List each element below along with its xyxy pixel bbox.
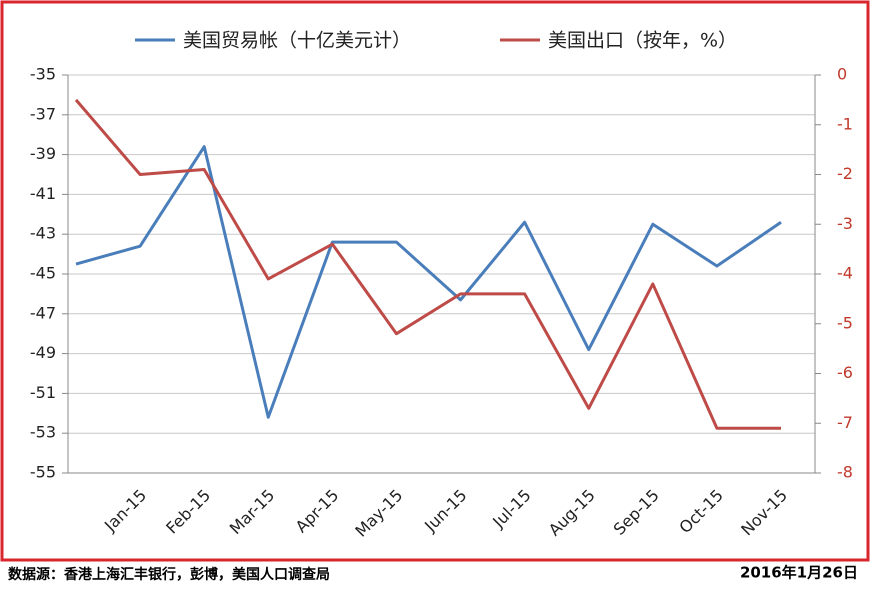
- x-tick-label: Sep-15: [610, 486, 663, 539]
- x-tick-label: Feb-15: [162, 486, 214, 538]
- y-tick-label: -55: [30, 463, 56, 482]
- y2-tick-label: -6: [837, 363, 853, 382]
- y-tick-label: -39: [30, 144, 56, 163]
- source: 数据源：香港上海汇丰银行，彭博，美国人口调查局: [8, 566, 330, 583]
- y-tick-label: -37: [30, 104, 56, 123]
- y2-tick-label: -4: [837, 264, 853, 283]
- y-tick-label: -47: [30, 303, 56, 322]
- x-tick-label: Apr-15: [292, 486, 343, 537]
- line-series: [74, 98, 781, 430]
- y-tick-label: -49: [30, 343, 56, 362]
- legend-label: 美国贸易帐（十亿美元计）: [183, 30, 411, 52]
- legend-label: 美国出口（按年，%）: [548, 30, 737, 52]
- x-tick-label: Nov-15: [737, 486, 791, 540]
- x-tick-label: Jan-15: [100, 486, 150, 536]
- y2-tick-label: 0: [837, 65, 847, 84]
- x-tick-label: Jul-15: [488, 486, 534, 532]
- frame: [0, 0, 870, 562]
- y2-tick-label: -3: [837, 214, 853, 233]
- x-tick-label: Mar-15: [226, 486, 279, 539]
- y-tick-label: -43: [30, 224, 56, 243]
- y2-tick-label: -2: [837, 164, 853, 183]
- y2-tick-label: -8: [837, 463, 853, 482]
- y-tick-label: -51: [30, 383, 56, 402]
- y-tick-label: -53: [30, 423, 56, 442]
- y2-tick-label: -7: [837, 413, 853, 432]
- y-tick-label: -35: [30, 65, 56, 84]
- x-tick-label: May-15: [351, 486, 406, 541]
- x-tick-label: Aug-15: [545, 486, 599, 540]
- y2-tick-label: -1: [837, 114, 853, 133]
- x-tick-label: Oct-15: [675, 486, 726, 537]
- y-tick-label: -45: [30, 264, 56, 283]
- x-tick-label: Jun-15: [420, 486, 470, 536]
- y-tick-label: -41: [30, 184, 56, 203]
- date: 2016年1月26日: [740, 564, 858, 582]
- y2-tick-label: -5: [837, 313, 853, 332]
- line-series: [75, 145, 782, 419]
